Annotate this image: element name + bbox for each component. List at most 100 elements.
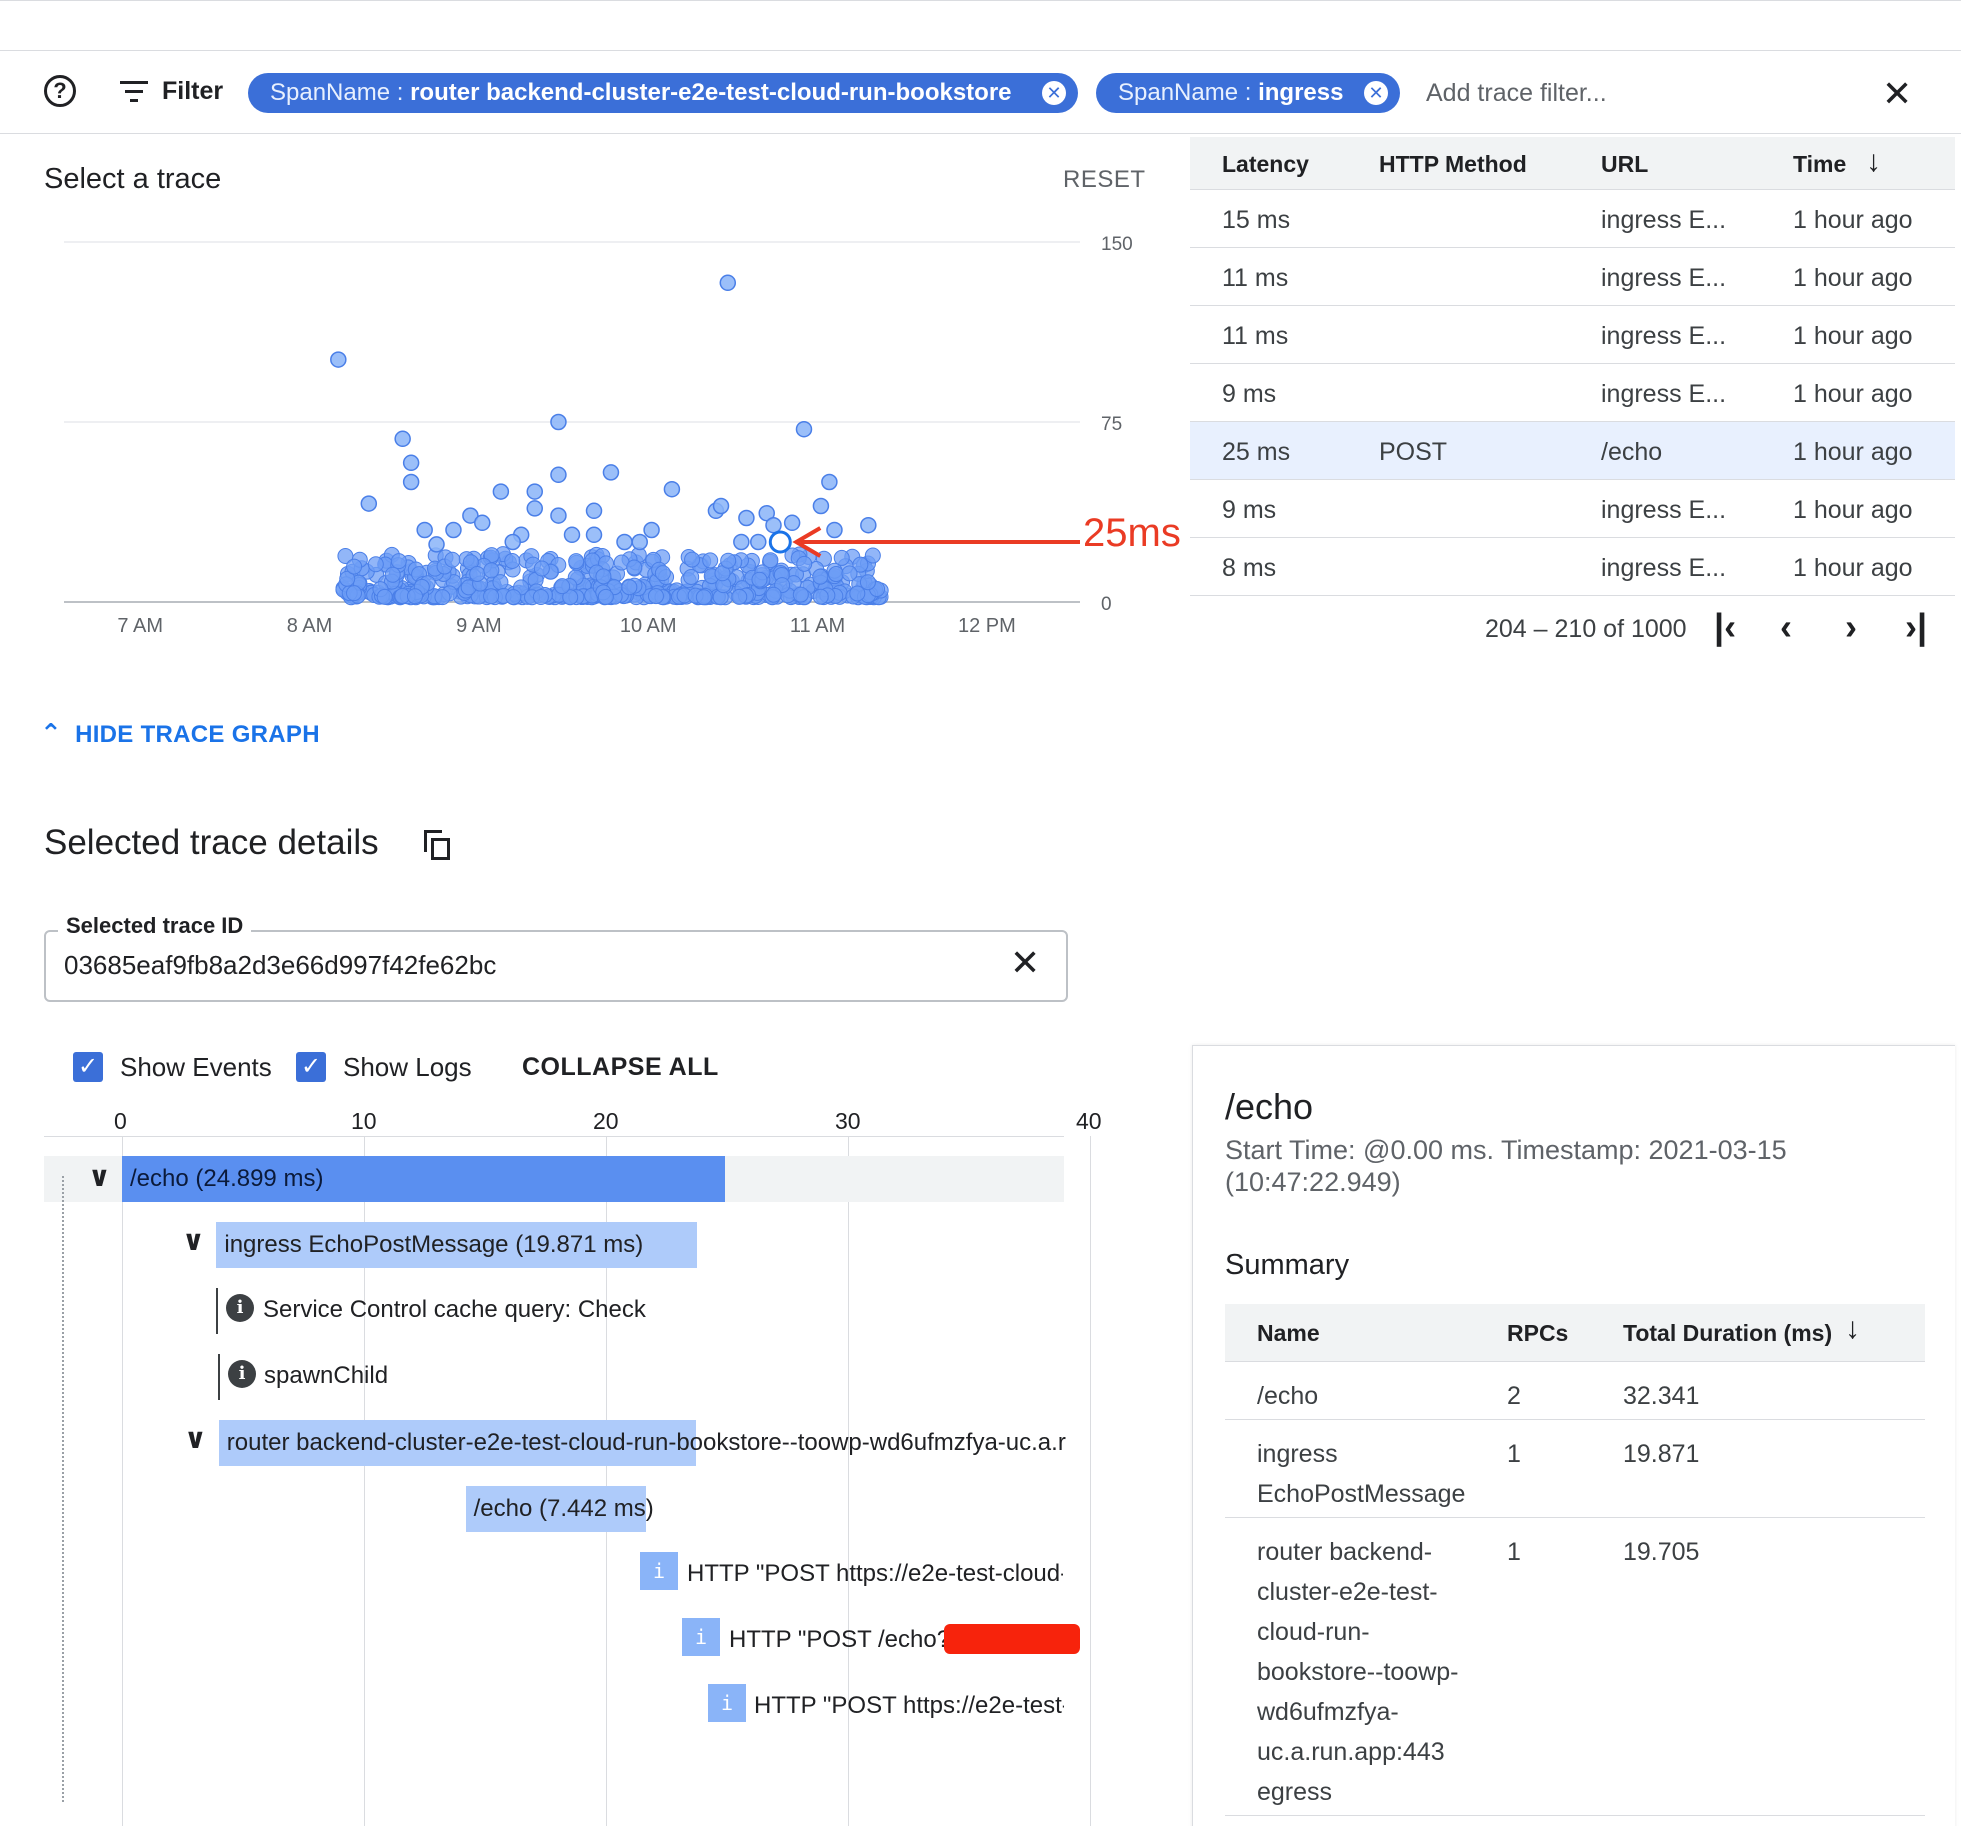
copy-icon[interactable] — [424, 830, 450, 860]
filter-chip-ingress[interactable]: SpanName : ingress ✕ — [1096, 73, 1400, 113]
chip-remove-icon[interactable]: ✕ — [1364, 81, 1388, 105]
trace-point[interactable] — [841, 565, 858, 582]
chevron-down-icon[interactable]: ∨ — [184, 1423, 207, 1454]
clear-icon[interactable]: ✕ — [1010, 942, 1041, 983]
trace-point[interactable] — [505, 589, 522, 606]
trace-point[interactable] — [683, 568, 700, 585]
event-label[interactable]: Service Control cache query: Check — [263, 1296, 646, 1323]
trace-row[interactable]: 8 ms ingress E... 1 hour ago — [1190, 538, 1955, 596]
trace-point[interactable] — [796, 555, 813, 572]
trace-row[interactable]: 11 ms ingress E... 1 hour ago — [1190, 306, 1955, 364]
trace-point[interactable] — [595, 568, 612, 585]
trace-point[interactable] — [462, 507, 479, 524]
trace-point[interactable] — [445, 521, 462, 539]
trace-point[interactable] — [360, 495, 378, 512]
trace-point[interactable] — [568, 553, 585, 570]
trace-point[interactable] — [792, 586, 809, 603]
arrow-down-icon[interactable]: ↓ — [1845, 1312, 1860, 1345]
trace-point[interactable] — [821, 473, 838, 491]
trace-point[interactable] — [783, 514, 801, 532]
trace-point[interactable] — [750, 533, 767, 551]
trace-point[interactable] — [384, 566, 401, 583]
trace-point[interactable] — [533, 560, 550, 577]
trace-point[interactable] — [733, 533, 750, 551]
col-total-duration[interactable]: Total Duration (ms) — [1623, 1320, 1833, 1346]
filter-label[interactable]: Filter — [162, 77, 224, 105]
trace-point[interactable] — [434, 589, 451, 606]
trace-point[interactable] — [731, 588, 748, 605]
log-label[interactable]: HTTP "POST https://e2e-test- — [754, 1692, 1064, 1719]
trace-point[interactable] — [812, 497, 830, 515]
trace-point[interactable] — [720, 552, 737, 569]
close-icon[interactable]: ✕ — [1882, 73, 1913, 114]
trace-point[interactable] — [654, 565, 671, 582]
trace-point[interactable] — [812, 568, 829, 585]
show-events-checkbox[interactable]: ✓ — [73, 1052, 103, 1082]
trace-point[interactable] — [738, 509, 755, 527]
show-logs-checkbox[interactable]: ✓ — [296, 1052, 326, 1082]
trace-point[interactable] — [469, 565, 486, 582]
trace-point[interactable] — [550, 466, 567, 484]
trace-point[interactable] — [626, 559, 643, 576]
chip-remove-icon[interactable]: ✕ — [1042, 81, 1066, 105]
trace-point[interactable] — [616, 533, 633, 551]
summary-row[interactable]: /echo 2 32.341 — [1225, 1362, 1925, 1420]
span-bar-echo-child[interactable]: /echo (7.442 ms) — [465, 1486, 654, 1532]
trace-point[interactable] — [554, 578, 571, 595]
span-bar-ingress[interactable]: ingress EchoPostMessage (19.871 ms) — [216, 1222, 698, 1268]
trace-point[interactable] — [550, 507, 567, 524]
trace-point[interactable] — [826, 521, 843, 539]
trace-point[interactable] — [406, 588, 423, 605]
trace-point[interactable] — [394, 430, 411, 448]
trace-point[interactable] — [712, 497, 730, 515]
trace-point[interactable] — [367, 556, 384, 573]
log-label[interactable]: HTTP "POST https://e2e-test-cloud- — [687, 1560, 1063, 1587]
span-bar-echo[interactable]: /echo (24.899 ms) — [122, 1156, 725, 1202]
arrow-down-icon[interactable]: ↓ — [1866, 145, 1881, 178]
summary-row[interactable]: ingress EchoPostMessage 1 19.871 — [1225, 1420, 1925, 1518]
trace-point[interactable] — [562, 589, 579, 606]
trace-point[interactable] — [852, 556, 869, 573]
selected-trace-point[interactable] — [768, 530, 792, 554]
trace-point[interactable] — [474, 514, 491, 532]
trace-point[interactable] — [504, 553, 521, 570]
trace-point[interactable] — [864, 547, 881, 564]
trace-point[interactable] — [719, 274, 737, 292]
col-url[interactable]: URL — [1601, 151, 1649, 177]
trace-point[interactable] — [330, 351, 347, 368]
trace-point[interactable] — [526, 483, 543, 500]
trace-row[interactable]: 11 ms ingress E... 1 hour ago — [1190, 248, 1955, 306]
trace-point[interactable] — [402, 454, 420, 472]
add-trace-filter-input[interactable]: Add trace filter... — [1426, 79, 1607, 107]
latency-scatter-chart[interactable]: 150 75 0 7 AM 8 AM 9 AM 10 AM 11 AM 12 PM 25ms — [40, 220, 1180, 660]
col-name[interactable]: Name — [1257, 1320, 1320, 1346]
trace-point[interactable] — [602, 464, 620, 481]
trace-point[interactable] — [812, 588, 829, 605]
trace-point[interactable] — [585, 502, 603, 520]
reset-button[interactable]: RESET — [1063, 166, 1146, 193]
trace-point[interactable] — [702, 552, 719, 569]
prev-page-icon[interactable]: ‹ — [1780, 606, 1792, 647]
summary-row[interactable]: router backend-cluster-e2e-test-cloud-ru… — [1225, 1518, 1925, 1816]
trace-point[interactable] — [833, 549, 850, 566]
trace-point[interactable] — [526, 500, 543, 517]
trace-point[interactable] — [492, 483, 510, 500]
trace-point[interactable] — [428, 536, 445, 553]
trace-point[interactable] — [762, 552, 779, 569]
trace-point[interactable] — [647, 588, 664, 605]
span-bar-router[interactable]: router backend-cluster-e2e-test-cloud-ru… — [218, 1420, 1066, 1466]
col-rpcs[interactable]: RPCs — [1507, 1320, 1569, 1346]
trace-point[interactable] — [416, 521, 433, 539]
trace-row[interactable]: 9 ms ingress E... 1 hour ago — [1190, 364, 1955, 422]
collapse-all-button[interactable]: COLLAPSE ALL — [522, 1053, 719, 1081]
next-page-icon[interactable]: › — [1845, 606, 1857, 647]
trace-point[interactable] — [390, 553, 407, 570]
trace-point[interactable] — [346, 558, 363, 575]
col-time[interactable]: Time — [1793, 151, 1847, 177]
trace-point[interactable] — [563, 526, 581, 544]
trace-point[interactable] — [376, 588, 393, 605]
chevron-down-icon[interactable]: ∨ — [182, 1225, 205, 1256]
trace-row[interactable]: 25 ms POST/echo 1 hour ago — [1190, 422, 1955, 480]
trace-point[interactable] — [765, 586, 782, 603]
col-latency[interactable]: Latency — [1222, 151, 1309, 177]
